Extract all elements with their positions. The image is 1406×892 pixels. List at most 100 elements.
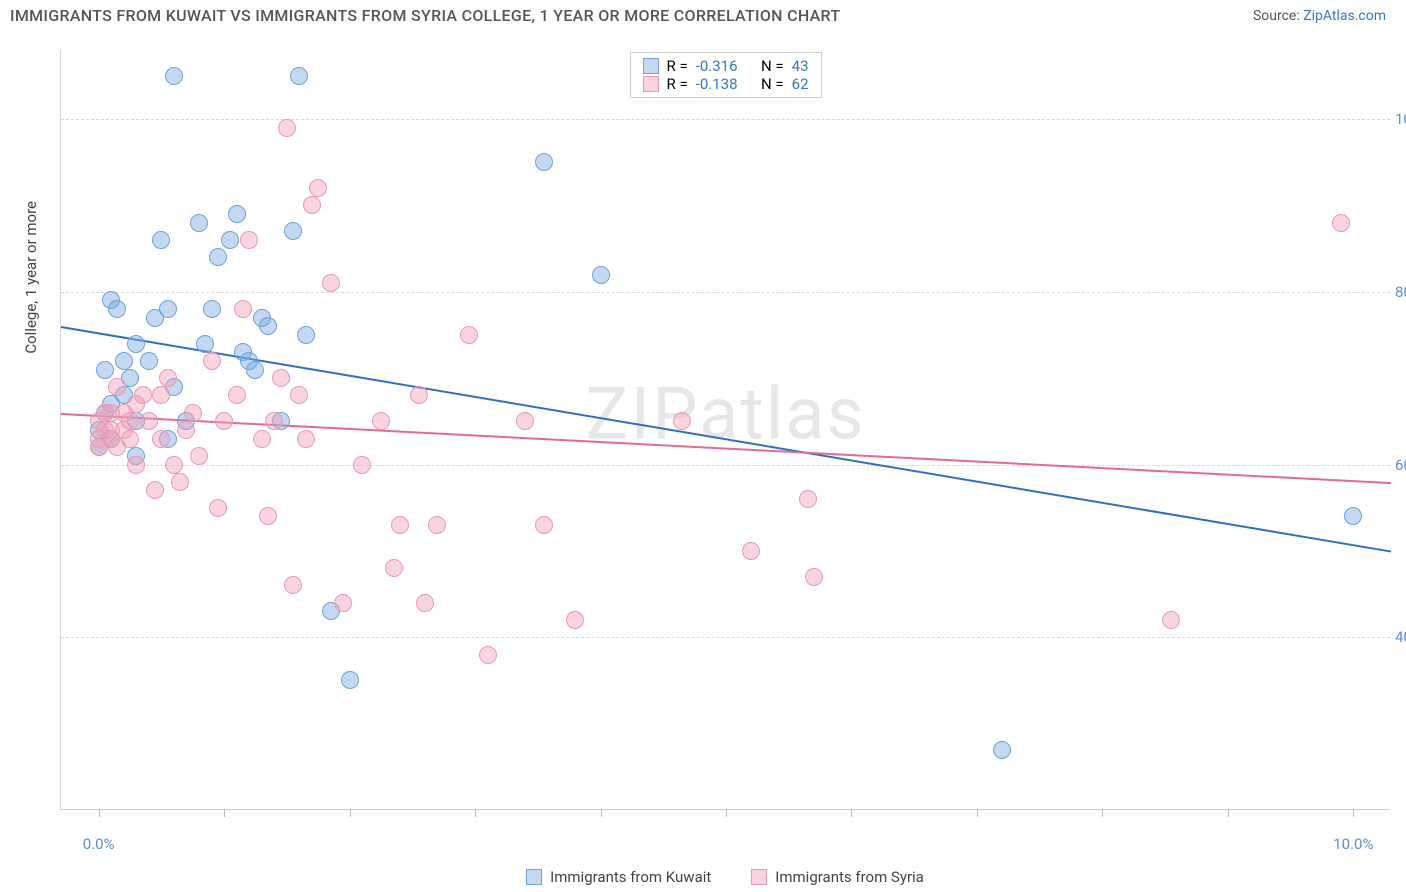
- data-point: [140, 352, 158, 370]
- source-prefix: Source:: [1253, 8, 1303, 24]
- data-point: [165, 67, 183, 85]
- data-point: [309, 179, 327, 197]
- data-point: [121, 430, 139, 448]
- r-value-kuwait: -0.316: [696, 57, 738, 75]
- data-point: [134, 386, 152, 404]
- data-point: [799, 490, 817, 508]
- data-point: [278, 119, 296, 137]
- data-point: [742, 542, 760, 560]
- data-point: [993, 741, 1011, 759]
- legend-label: Immigrants from Kuwait: [550, 868, 711, 886]
- data-point: [177, 421, 195, 439]
- data-point: [108, 378, 126, 396]
- data-point: [297, 430, 315, 448]
- data-point: [253, 430, 271, 448]
- y-tick-label: 100.0%: [1395, 110, 1406, 128]
- data-point: [290, 67, 308, 85]
- r-value-syria: -0.138: [696, 75, 738, 93]
- data-point: [322, 274, 340, 292]
- header: IMMIGRANTS FROM KUWAIT VS IMMIGRANTS FRO…: [0, 0, 1406, 31]
- legend-item-kuwait: Immigrants from Kuwait: [526, 868, 711, 886]
- data-point: [284, 576, 302, 594]
- x-tick: [726, 809, 727, 817]
- n-label: N =: [761, 57, 784, 75]
- x-tick-label: 10.0%: [1333, 835, 1373, 853]
- data-point: [171, 473, 189, 491]
- data-point: [1332, 214, 1350, 232]
- data-point: [805, 568, 823, 586]
- gridline: [61, 292, 1390, 293]
- data-point: [391, 516, 409, 534]
- x-tick: [1353, 809, 1354, 817]
- y-tick-label: 80.0%: [1395, 283, 1406, 301]
- data-point: [240, 231, 258, 249]
- data-point: [152, 386, 170, 404]
- x-tick: [350, 809, 351, 817]
- x-tick: [224, 809, 225, 817]
- data-point: [428, 516, 446, 534]
- plot-area: ZIPatlas R = -0.316 N = 43 R = -0.138 N …: [60, 50, 1390, 810]
- data-point: [284, 222, 302, 240]
- data-point: [228, 386, 246, 404]
- data-point: [115, 352, 133, 370]
- y-tick-label: 60.0%: [1395, 456, 1406, 474]
- data-point: [96, 361, 114, 379]
- data-point: [535, 153, 553, 171]
- legend-item-syria: Immigrants from Syria: [751, 868, 924, 886]
- data-point: [127, 335, 145, 353]
- x-tick-label: 0.0%: [83, 835, 115, 853]
- data-point: [334, 594, 352, 612]
- data-point: [209, 499, 227, 517]
- scatter-chart: ZIPatlas R = -0.316 N = 43 R = -0.138 N …: [60, 50, 1390, 810]
- data-point: [152, 430, 170, 448]
- data-point: [246, 361, 264, 379]
- data-point: [353, 456, 371, 474]
- swatch-kuwait: [526, 869, 542, 885]
- data-point: [159, 300, 177, 318]
- swatch-syria: [751, 869, 767, 885]
- source-link[interactable]: ZipAtlas.com: [1303, 8, 1386, 24]
- data-point: [209, 248, 227, 266]
- data-point: [190, 214, 208, 232]
- data-point: [146, 481, 164, 499]
- data-point: [190, 447, 208, 465]
- data-point: [303, 196, 321, 214]
- r-label: R =: [666, 57, 687, 75]
- data-point: [566, 611, 584, 629]
- data-point: [159, 369, 177, 387]
- data-point: [460, 326, 478, 344]
- data-point: [228, 205, 246, 223]
- data-point: [372, 412, 390, 430]
- data-point: [234, 300, 252, 318]
- data-point: [1344, 507, 1362, 525]
- gridline: [61, 637, 1390, 638]
- gridline: [61, 465, 1390, 466]
- n-value-kuwait: 43: [792, 57, 809, 75]
- data-point: [1162, 611, 1180, 629]
- n-value-syria: 62: [792, 75, 809, 93]
- chart-title: IMMIGRANTS FROM KUWAIT VS IMMIGRANTS FRO…: [10, 6, 840, 25]
- x-tick: [1228, 809, 1229, 817]
- data-point: [290, 386, 308, 404]
- data-point: [203, 352, 221, 370]
- data-point: [127, 456, 145, 474]
- series-legend: Immigrants from Kuwait Immigrants from S…: [60, 868, 1390, 886]
- data-point: [272, 369, 290, 387]
- x-tick: [977, 809, 978, 817]
- swatch-kuwait: [642, 58, 658, 74]
- data-point: [196, 335, 214, 353]
- x-tick: [851, 809, 852, 817]
- data-point: [108, 300, 126, 318]
- y-tick-label: 40.0%: [1395, 628, 1406, 646]
- data-point: [341, 671, 359, 689]
- data-point: [165, 456, 183, 474]
- data-point: [140, 412, 158, 430]
- data-point: [479, 646, 497, 664]
- data-point: [673, 412, 691, 430]
- data-point: [265, 412, 283, 430]
- regression-line: [61, 413, 1391, 484]
- swatch-syria: [642, 76, 658, 92]
- data-point: [215, 412, 233, 430]
- data-point: [297, 326, 315, 344]
- x-tick: [601, 809, 602, 817]
